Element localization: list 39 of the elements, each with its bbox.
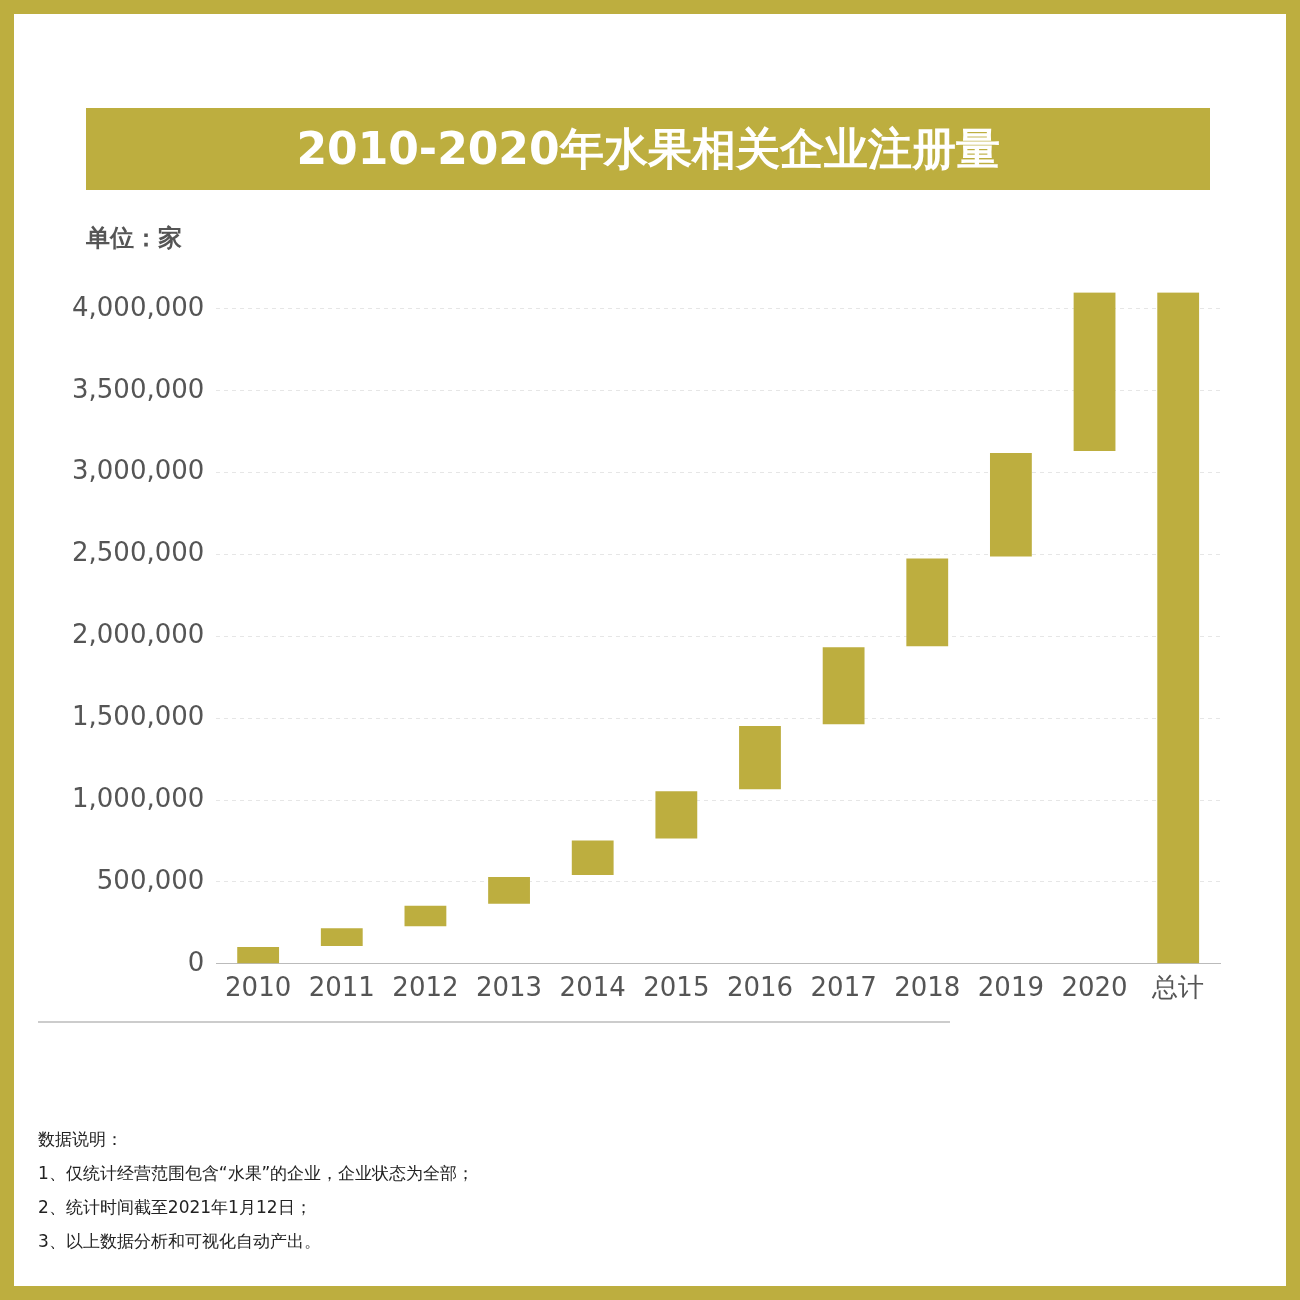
x-tick-label: 2010 [225, 972, 292, 1003]
y-tick-label: 2,000,000 [72, 619, 205, 650]
x-tick-label: 总计 [1151, 972, 1205, 1003]
bar [571, 840, 614, 876]
y-tick-label: 1,000,000 [72, 782, 205, 813]
bar [906, 558, 949, 647]
text: 2、统计时间截至2021年1月12日； [38, 1196, 313, 1219]
x-tick-label: 2015 [643, 972, 710, 1003]
y-tick-label: 0 [187, 946, 205, 977]
bar [1073, 292, 1116, 451]
bar [488, 877, 530, 904]
x-tick-label: 2018 [894, 972, 961, 1003]
x-tick-label: 2013 [475, 972, 543, 1003]
y-axis-title: 单位：家 [86, 223, 182, 254]
bar [822, 647, 865, 725]
x-tick-label: 2012 [392, 972, 459, 1003]
x-tick-label: 2011 [308, 972, 375, 1003]
x-tick-label: 2020 [1061, 972, 1128, 1003]
y-tick-label: 4,000,000 [72, 291, 205, 322]
text: 3、以上数据分析和可视化自动产出。 [38, 1230, 322, 1253]
y-tick-label: 3,500,000 [72, 373, 205, 404]
x-tick-label: 2014 [559, 972, 626, 1003]
y-tick-label: 3,000,000 [72, 455, 205, 486]
text: 1、仅统计经营范围包含“水果”的企业，企业状态为全部； [38, 1162, 475, 1185]
bar [237, 947, 280, 964]
y-tick-label: 1,500,000 [72, 700, 205, 731]
x-tick-label: 2019 [977, 972, 1044, 1003]
bar [655, 791, 698, 839]
chart-title: 2010-2020年水果相关企业注册量 [86, 108, 1210, 190]
bar [320, 928, 363, 947]
bar [739, 726, 781, 790]
x-tick-label: 2017 [810, 972, 877, 1003]
text: 数据说明： [38, 1128, 124, 1151]
bar [989, 453, 1032, 557]
y-tick-label: 500,000 [96, 864, 205, 895]
y-tick-label: 2,500,000 [72, 537, 205, 568]
bar [404, 905, 447, 927]
x-tick-label: 2016 [726, 972, 794, 1003]
bar [1157, 292, 1200, 964]
